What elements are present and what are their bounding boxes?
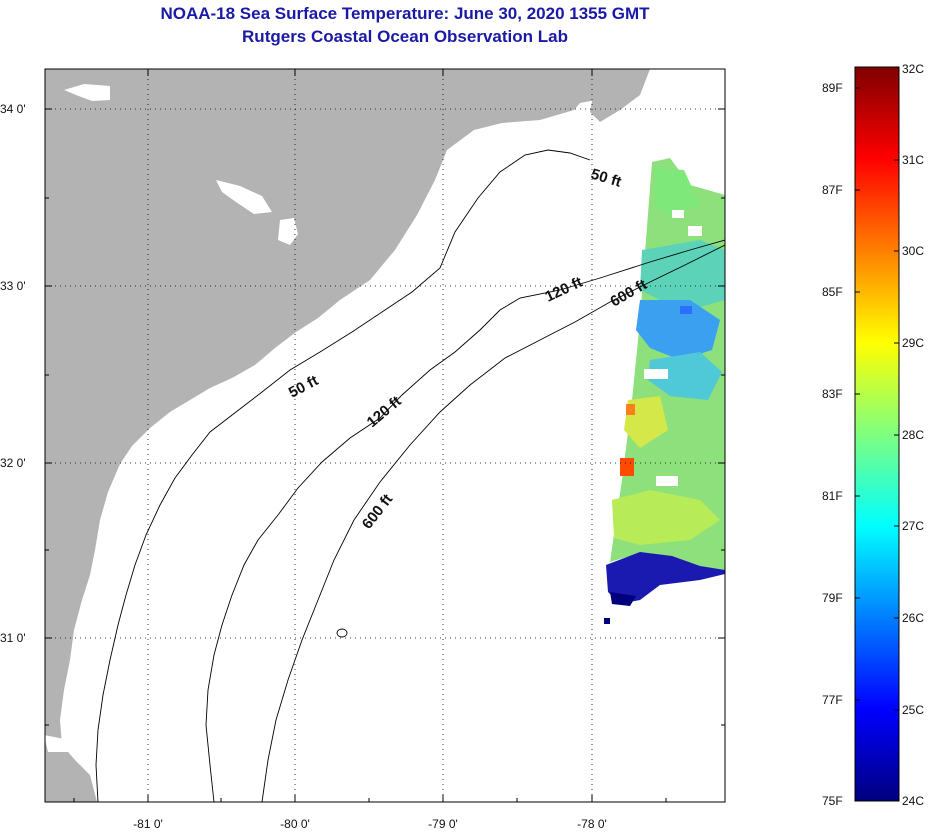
lon-label: -79 0' [428,817,458,831]
colorbar-f-label: 85F [822,285,843,299]
seamount-contour [336,628,348,638]
sst-swath [604,158,725,624]
lat-label: 34 0' [0,102,26,116]
colorbar-ticks [855,87,899,711]
colorbar-f-label: 75F [822,794,843,808]
land-area [45,69,598,802]
colorbar [854,66,900,802]
lon-label: -78 0' [577,817,607,831]
colorbar-f-label: 83F [822,387,843,401]
colorbar-f-label: 87F [822,183,843,197]
colorbar-f-label: 89F [822,81,843,95]
contour-120ft [205,239,725,802]
lake [278,218,298,245]
map-title: NOAA-18 Sea Surface Temperature: June 30… [160,4,650,23]
colorbar-f-label: 81F [822,489,843,503]
colorbar-c-label: 31C [902,153,925,167]
lake [45,735,70,752]
lake [64,84,110,101]
lat-label: 32 0' [0,456,26,470]
colorbar-c-label: 30C [902,244,925,258]
colorbar-f-label: 79F [822,591,843,605]
colorbar-f-label: 77F [822,693,843,707]
gridlines [45,69,725,802]
colorbar-c-label: 32C [902,62,925,76]
colorbar-c-label: 27C [902,519,925,533]
lon-label: -80 0' [280,817,310,831]
colorbar-c-label: 25C [902,703,925,717]
lon-label: -81 0' [133,817,163,831]
lat-label: 33 0' [0,279,26,293]
colorbar-c-label: 26C [902,611,925,625]
colorbar-c-label: 28C [902,428,925,442]
map-frame [44,68,726,803]
contour-50ft [95,149,591,802]
axis-ticks [45,69,725,802]
colorbar-c-label: 24C [902,794,925,808]
contour-600ft [261,244,725,802]
lat-label: 31 0' [0,631,26,645]
map-subtitle: Rutgers Coastal Ocean Observation Lab [242,27,568,46]
colorbar-c-label: 29C [902,336,925,350]
lake [216,180,272,214]
